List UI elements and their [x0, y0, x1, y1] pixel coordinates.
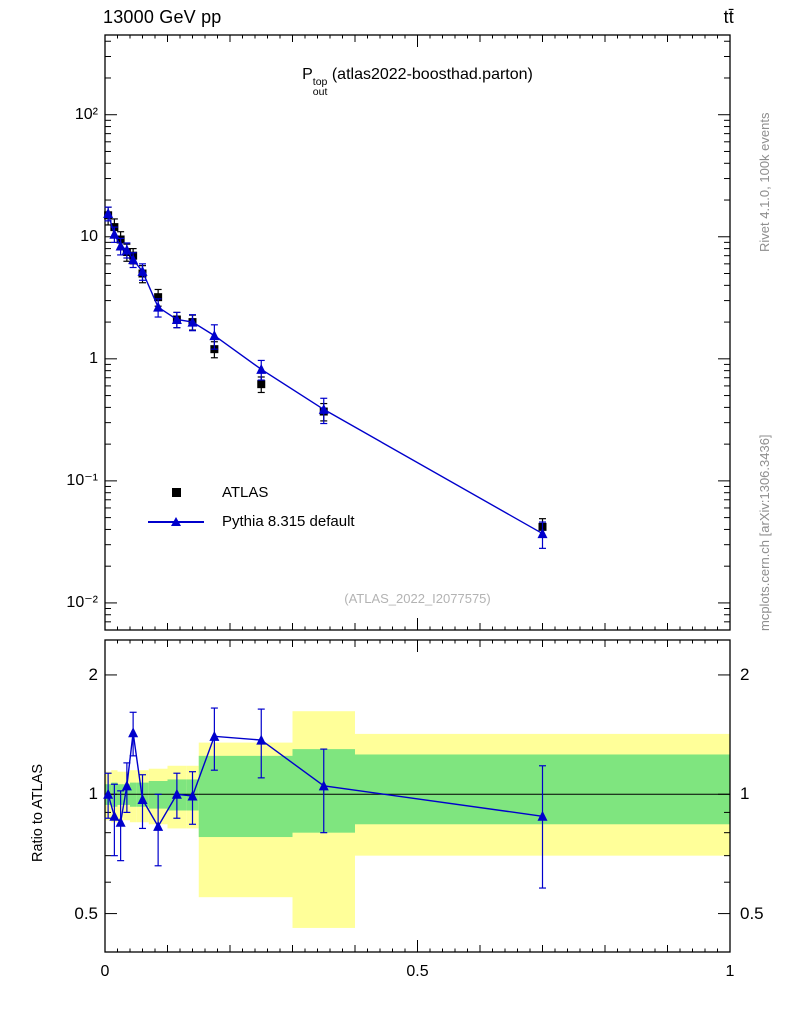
ratio-uncertainty-bands [105, 711, 730, 928]
pythia-legend-marker [138, 516, 214, 526]
tick-label: 2 [740, 664, 750, 684]
observable-scripts: top out [312, 76, 328, 98]
data-point-triangle [153, 301, 164, 312]
beam-energy-label: 13000 GeV pp [103, 7, 222, 27]
pythia-series [103, 206, 548, 549]
data-point-square [257, 380, 266, 389]
tick-label: 10 [80, 227, 98, 245]
tick-label: 10⁻² [66, 593, 98, 611]
legend-entry-pythia: Pythia 8.315 default [138, 507, 355, 536]
data-point-triangle [128, 727, 139, 738]
data-point-triangle [153, 820, 164, 831]
ratio-series [103, 707, 548, 889]
data-point-triangle [121, 244, 132, 255]
axis-ticks [104, 35, 731, 953]
legend-entry-atlas: ATLAS [138, 478, 355, 507]
data-point-triangle [256, 363, 267, 374]
tick-label: 10² [74, 105, 98, 123]
data-point-triangle [187, 790, 198, 801]
legend: ATLAS Pythia 8.315 default [138, 478, 355, 536]
data-point-triangle [209, 330, 220, 341]
data-point-triangle [103, 208, 114, 219]
observable-subscript: out [312, 86, 328, 98]
data-point-triangle [115, 816, 126, 827]
data-point-triangle [109, 228, 120, 239]
tick-label: 2 [88, 664, 98, 684]
analysis-id-watermark: (ATLAS_2022_I2077575) [344, 591, 491, 606]
line-marker-icon [148, 516, 204, 526]
tick-label: 0.5 [74, 903, 98, 923]
observable-suffix: (atlas2022-boosthad.parton) [327, 66, 533, 83]
atlas-legend-marker [138, 488, 214, 497]
tick-label: 0.5 [406, 963, 429, 980]
data-point-triangle [109, 810, 120, 821]
tick-label: 0 [100, 963, 110, 980]
tick-label: 1 [89, 349, 98, 367]
data-point-square [154, 293, 163, 302]
data-point-triangle [121, 780, 132, 791]
tick-label: 1 [740, 784, 750, 804]
data-point-triangle [318, 403, 329, 414]
data-point-triangle [209, 730, 220, 741]
observable-superscript: top [312, 76, 328, 88]
triangle-marker-icon [171, 516, 181, 526]
mcplots-arxiv-label: mcplots.cern.ch [arXiv:1306.3436] [757, 434, 772, 631]
data-point-triangle [537, 810, 548, 821]
tick-label: 10⁻¹ [66, 471, 98, 489]
square-marker-icon [171, 488, 181, 497]
data-point-triangle [256, 734, 267, 745]
tick-label: 1 [88, 784, 98, 804]
data-point-triangle [537, 528, 548, 539]
legend-label-atlas: ATLAS [222, 484, 269, 501]
data-point-triangle [318, 780, 329, 791]
data-point-triangle [103, 788, 114, 799]
data-point-triangle [128, 254, 139, 265]
ratio-axis-label: Ratio to ATLAS [30, 763, 46, 862]
data-point-triangle [137, 794, 148, 805]
tick-label: 1 [725, 963, 735, 980]
observable-symbol: P [302, 66, 313, 83]
data-point-triangle [137, 265, 148, 276]
main-panel-frame [104, 34, 731, 631]
tick-label: 0.5 [740, 903, 764, 923]
data-point-triangle [171, 313, 182, 324]
rivet-version-label: Rivet 4.1.0, 100k events [757, 112, 772, 252]
process-label: tt̄ [723, 7, 734, 27]
data-point-triangle [115, 240, 126, 251]
data-point-triangle [171, 788, 182, 799]
legend-label-pythia: Pythia 8.315 default [222, 513, 355, 530]
data-point-triangle [187, 316, 198, 327]
